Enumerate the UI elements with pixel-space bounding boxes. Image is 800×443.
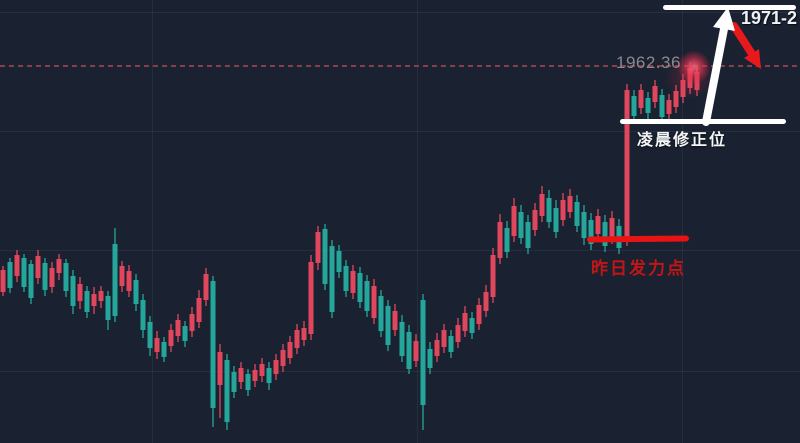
horizontal-gridline: [0, 12, 800, 13]
horizontal-gridline: [0, 371, 800, 372]
vertical-gridline: [682, 0, 683, 443]
support-label: 昨日发力点: [591, 259, 686, 278]
support-line: [586, 235, 690, 243]
vertical-gridline: [152, 0, 153, 443]
horizontal-gridline: [0, 131, 800, 132]
horizontal-gridline: [0, 250, 800, 251]
price-label: 1962.36: [616, 53, 681, 72]
correction-level-line: [620, 119, 786, 124]
price-dashed-line: [0, 65, 800, 67]
vertical-gridline: [417, 0, 418, 443]
target-label: 1971-2: [741, 8, 798, 28]
correction-label: 凌晨修正位: [637, 132, 728, 149]
